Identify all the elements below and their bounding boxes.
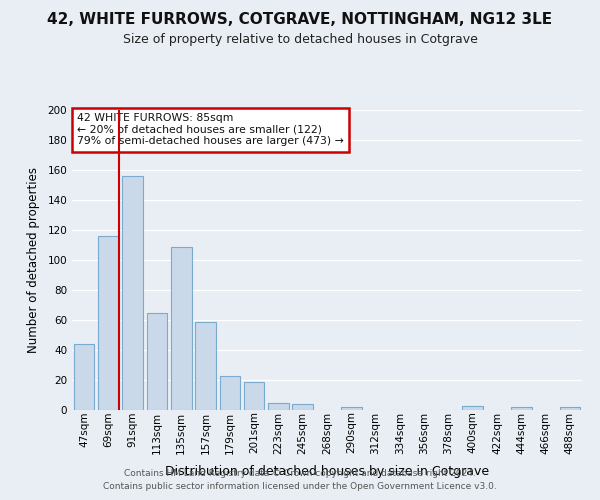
Text: Size of property relative to detached houses in Cotgrave: Size of property relative to detached ho… bbox=[122, 32, 478, 46]
Bar bbox=[560, 407, 580, 410]
Bar bbox=[292, 404, 313, 410]
X-axis label: Distribution of detached houses by size in Cotgrave: Distribution of detached houses by size … bbox=[165, 464, 489, 477]
Bar bbox=[122, 176, 143, 410]
Bar bbox=[511, 407, 532, 410]
Bar bbox=[146, 312, 167, 410]
Bar bbox=[341, 407, 362, 410]
Text: 42, WHITE FURROWS, COTGRAVE, NOTTINGHAM, NG12 3LE: 42, WHITE FURROWS, COTGRAVE, NOTTINGHAM,… bbox=[47, 12, 553, 28]
Bar bbox=[74, 344, 94, 410]
Text: 42 WHITE FURROWS: 85sqm
← 20% of detached houses are smaller (122)
79% of semi-d: 42 WHITE FURROWS: 85sqm ← 20% of detache… bbox=[77, 113, 344, 146]
Y-axis label: Number of detached properties: Number of detached properties bbox=[28, 167, 40, 353]
Bar bbox=[98, 236, 119, 410]
Bar bbox=[195, 322, 216, 410]
Text: Contains public sector information licensed under the Open Government Licence v3: Contains public sector information licen… bbox=[103, 482, 497, 491]
Bar bbox=[268, 402, 289, 410]
Text: Contains HM Land Registry data © Crown copyright and database right 2024.: Contains HM Land Registry data © Crown c… bbox=[124, 468, 476, 477]
Bar bbox=[171, 246, 191, 410]
Bar bbox=[220, 376, 240, 410]
Bar bbox=[244, 382, 265, 410]
Bar bbox=[463, 406, 483, 410]
